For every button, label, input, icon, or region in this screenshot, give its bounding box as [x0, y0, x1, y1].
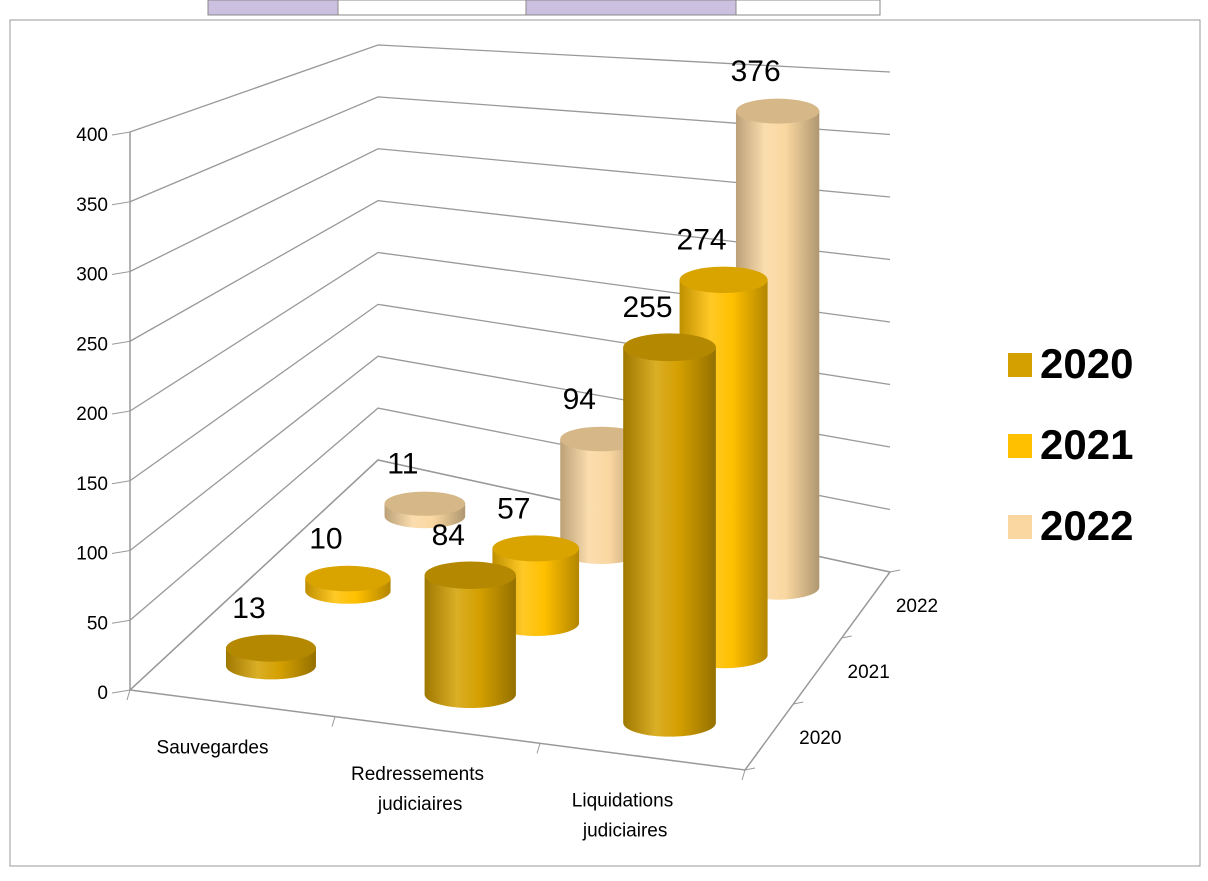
depth-label: 2021: [848, 662, 890, 683]
x-tick: [536, 743, 541, 754]
value-label: 11: [387, 448, 418, 481]
tick-mark: [111, 201, 131, 206]
depth-tick: [889, 569, 901, 573]
cylinder-top: [623, 333, 716, 362]
y-tick-label: 50: [87, 613, 108, 634]
x-tick: [741, 769, 746, 781]
tick-mark: [111, 131, 131, 136]
label-line: judiciaires: [578, 821, 668, 842]
cylinder-body: [560, 439, 643, 564]
y-tick-label: 0: [97, 683, 108, 704]
label-line: Redressements: [351, 764, 484, 785]
legend-swatch: [1008, 515, 1032, 539]
x-tick: [331, 716, 336, 727]
y-tick-label: 150: [76, 474, 108, 495]
legend-label: 2022: [1040, 502, 1133, 549]
legend-label: 2020: [1040, 340, 1133, 387]
bar: [225, 634, 316, 680]
value-label: 255: [622, 291, 672, 324]
value-label: 10: [309, 522, 342, 555]
grid-line: [129, 96, 891, 203]
cylinder-top: [384, 491, 466, 516]
cylinder-top: [492, 535, 580, 562]
depth-tick: [744, 767, 756, 771]
table-fragment: [207, 0, 881, 16]
tick-mark: [111, 550, 131, 554]
chart-border: [9, 19, 1201, 867]
cylinder-body: [623, 347, 716, 737]
tick-mark: [111, 271, 131, 275]
grid-line: [129, 199, 891, 342]
tick-mark: [111, 480, 131, 485]
depth-tick: [793, 701, 804, 705]
bar: [424, 561, 516, 709]
y-tick-label: 200: [76, 404, 108, 425]
x-tick: [126, 689, 131, 701]
y-tick-label: 100: [76, 544, 108, 565]
depth-label: 2022: [896, 596, 938, 617]
y-tick-label: 250: [76, 334, 108, 355]
x-tick-label: Liquidations judiciaires: [572, 791, 673, 842]
x-tick-label: Redressements judiciaires: [351, 764, 484, 815]
value-label: 84: [432, 519, 465, 552]
cylinder-top: [679, 266, 768, 293]
label-line: Sauvegardes: [157, 737, 269, 758]
depth-tick: [841, 635, 852, 639]
tick-mark: [111, 619, 131, 624]
y-tick-label: 350: [76, 195, 108, 216]
cylinder-top: [424, 561, 516, 589]
bar: [623, 333, 716, 737]
label-line: judiciaires: [373, 794, 463, 815]
value-label: 57: [497, 492, 530, 525]
y-tick-label: 400: [76, 125, 108, 146]
cylinder-top: [735, 98, 820, 124]
grid-line: [129, 44, 891, 133]
cylinder-top: [305, 565, 391, 592]
depth-label: 2020: [799, 728, 841, 749]
value-label: 376: [731, 55, 781, 88]
x-tick-label: Sauvegardes: [157, 737, 269, 758]
value-label: 274: [677, 224, 727, 257]
cylinder-top: [560, 426, 643, 452]
label-line: Liquidations: [572, 791, 673, 812]
y-tick-label: 300: [76, 265, 108, 286]
bar: [384, 491, 466, 529]
grid-line: [129, 148, 891, 273]
tick-mark: [111, 340, 131, 345]
legend-swatch: [1008, 353, 1032, 377]
bar: [305, 565, 391, 604]
legend-swatch: [1008, 434, 1032, 458]
cylinder-body: [424, 575, 516, 709]
value-label: 94: [563, 383, 596, 416]
tick-mark: [111, 410, 131, 415]
cylinder-top: [225, 634, 316, 662]
value-label: 13: [232, 592, 265, 625]
legend-label: 2021: [1040, 421, 1133, 468]
bar: [560, 426, 643, 564]
tick-mark: [111, 689, 131, 694]
